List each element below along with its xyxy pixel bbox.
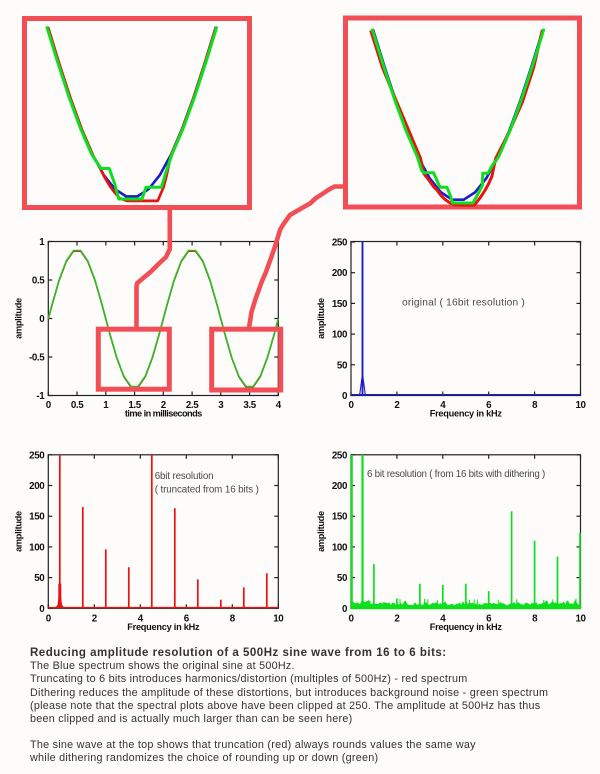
svg-text:0.5: 0.5 bbox=[71, 400, 84, 411]
svg-text:-0.5: -0.5 bbox=[29, 353, 45, 364]
svg-text:Frequency in kHz: Frequency in kHz bbox=[127, 622, 200, 632]
svg-text:6bit resolution: 6bit resolution bbox=[155, 471, 214, 482]
svg-text:amplitude: amplitude bbox=[316, 511, 326, 552]
svg-text:0: 0 bbox=[348, 400, 354, 411]
svg-text:0: 0 bbox=[39, 314, 45, 325]
svg-text:original ( 16bit resolution ): original ( 16bit resolution ) bbox=[402, 298, 525, 309]
svg-text:0.5: 0.5 bbox=[32, 276, 45, 287]
svg-text:Frequency in kHz: Frequency in kHz bbox=[430, 409, 503, 419]
svg-text:10: 10 bbox=[575, 614, 586, 625]
svg-text:1.5: 1.5 bbox=[128, 400, 141, 411]
svg-text:50: 50 bbox=[34, 573, 45, 584]
svg-text:0: 0 bbox=[46, 400, 52, 411]
svg-text:2: 2 bbox=[161, 400, 167, 411]
svg-text:amplitude: amplitude bbox=[14, 298, 24, 339]
svg-text:Frequency in kHz: Frequency in kHz bbox=[430, 622, 503, 632]
svg-text:6: 6 bbox=[184, 614, 190, 625]
svg-text:amplitude: amplitude bbox=[14, 511, 24, 552]
svg-text:8: 8 bbox=[532, 400, 538, 411]
svg-text:6: 6 bbox=[486, 614, 492, 625]
svg-text:50: 50 bbox=[337, 573, 348, 584]
svg-text:4: 4 bbox=[276, 400, 282, 411]
svg-text:0: 0 bbox=[342, 604, 348, 615]
svg-text:250: 250 bbox=[332, 450, 348, 461]
svg-text:2: 2 bbox=[394, 614, 400, 625]
svg-text:100: 100 bbox=[332, 330, 348, 341]
svg-text:6: 6 bbox=[486, 400, 492, 411]
svg-text:10: 10 bbox=[273, 614, 284, 625]
svg-text:amplitude: amplitude bbox=[316, 298, 326, 339]
svg-text:2: 2 bbox=[92, 614, 98, 625]
svg-text:4: 4 bbox=[440, 614, 446, 625]
svg-text:250: 250 bbox=[332, 238, 348, 249]
svg-text:150: 150 bbox=[332, 299, 348, 310]
svg-text:( truncated from 16 bits ): ( truncated from 16 bits ) bbox=[155, 484, 259, 495]
svg-text:1: 1 bbox=[39, 237, 45, 248]
svg-text:150: 150 bbox=[332, 512, 348, 523]
svg-text:6 bit resolution ( from 16 bit: 6 bit resolution ( from 16 bits with dit… bbox=[367, 469, 545, 480]
svg-text:150: 150 bbox=[29, 512, 45, 523]
svg-text:2: 2 bbox=[394, 400, 400, 411]
svg-text:4: 4 bbox=[138, 614, 144, 625]
svg-text:100: 100 bbox=[332, 542, 348, 553]
svg-text:8: 8 bbox=[230, 614, 236, 625]
svg-text:1: 1 bbox=[103, 400, 109, 411]
svg-text:3.5: 3.5 bbox=[243, 400, 256, 411]
svg-text:0: 0 bbox=[39, 604, 45, 615]
svg-text:3: 3 bbox=[218, 400, 224, 411]
svg-text:4: 4 bbox=[440, 400, 446, 411]
svg-text:250: 250 bbox=[29, 450, 45, 461]
svg-text:200: 200 bbox=[332, 268, 348, 279]
svg-text:0: 0 bbox=[342, 391, 348, 402]
svg-text:200: 200 bbox=[332, 481, 348, 492]
svg-text:-1: -1 bbox=[36, 391, 45, 402]
svg-text:time in milliseconds: time in milliseconds bbox=[125, 409, 202, 419]
svg-text:50: 50 bbox=[337, 360, 348, 371]
svg-text:10: 10 bbox=[575, 400, 586, 411]
svg-text:0: 0 bbox=[46, 614, 52, 625]
svg-text:2.5: 2.5 bbox=[186, 400, 199, 411]
svg-text:0: 0 bbox=[348, 614, 354, 625]
svg-text:8: 8 bbox=[532, 614, 538, 625]
svg-text:200: 200 bbox=[29, 481, 45, 492]
svg-text:100: 100 bbox=[29, 542, 45, 553]
